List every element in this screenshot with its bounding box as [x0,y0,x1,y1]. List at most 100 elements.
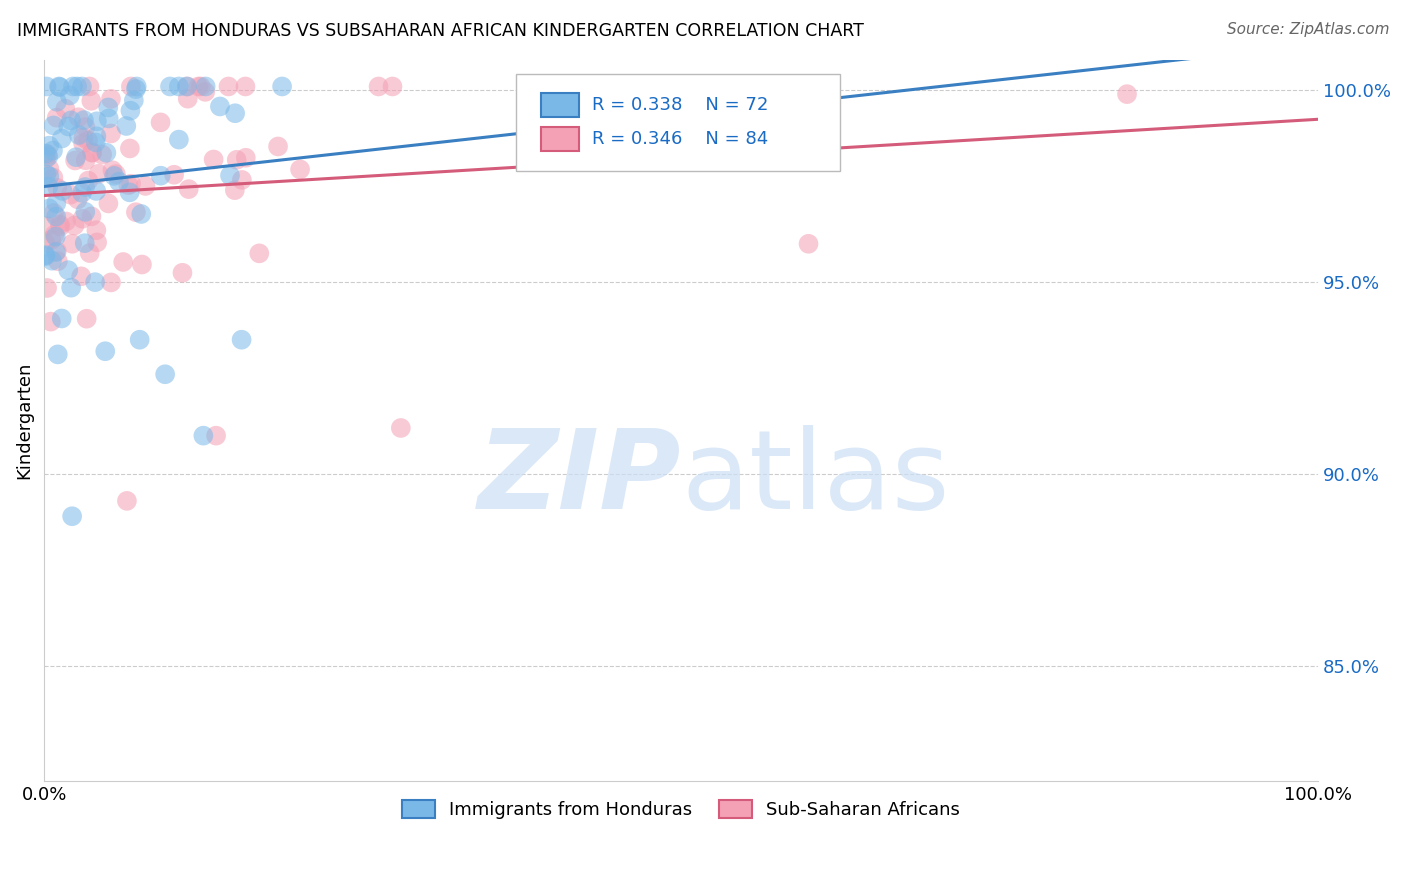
Point [125,79,148,94]
Point [224,183,246,197]
Point [267,139,290,153]
Point [96,145,118,160]
Point [367,79,389,94]
Point [177,92,200,106]
Point [46,254,69,268]
Point [60,280,83,294]
Point [208,99,231,113]
Point [176,79,198,94]
Point [97,196,120,211]
Point [235,79,257,94]
Point [129,207,152,221]
Point [37,179,59,194]
Point [75,120,97,134]
Point [125,82,148,96]
Point [271,79,294,94]
Point [42,170,65,185]
Point [34,249,56,263]
Point [231,333,253,347]
Point [134,178,156,193]
Point [42,144,65,158]
Point [34,146,56,161]
Point [202,153,225,167]
Point [49,218,72,232]
Point [120,103,142,118]
Point [101,163,124,178]
Point [79,246,101,260]
Point [35,152,58,166]
Point [63,153,86,168]
Point [125,205,148,219]
Point [59,113,82,128]
Point [58,263,80,277]
Point [37,149,59,163]
Point [63,219,86,233]
Point [122,94,145,108]
Point [117,178,139,193]
Point [51,131,73,145]
Point [72,136,94,151]
Point [60,236,83,251]
Point [103,169,125,183]
Point [167,79,190,94]
Point [75,153,97,168]
Point [84,275,107,289]
Point [80,94,103,108]
Point [149,115,172,129]
Point [118,186,141,200]
Point [66,192,89,206]
Point [97,100,120,114]
Point [67,110,90,124]
Text: atlas: atlas [681,425,949,532]
Point [70,79,93,94]
Point [112,255,135,269]
Point [45,229,67,244]
Legend: Immigrants from Honduras, Sub-Saharan Africans: Immigrants from Honduras, Sub-Saharan Af… [395,792,967,826]
Point [177,182,200,196]
Point [70,269,93,284]
Point [1116,87,1139,102]
Text: ZIP: ZIP [478,425,681,532]
Point [46,181,69,195]
Point [118,141,141,155]
Point [218,79,240,94]
Point [38,169,60,184]
Point [66,79,89,94]
Point [49,219,72,234]
Point [60,509,83,524]
Point [176,79,198,94]
Point [65,150,87,164]
Point [219,169,242,183]
Point [52,184,75,198]
Point [193,428,215,442]
Point [42,119,65,133]
Y-axis label: Kindergarten: Kindergarten [15,361,32,479]
Point [224,106,246,120]
Point [37,219,59,233]
Point [77,134,100,148]
Point [75,205,97,219]
Point [231,173,253,187]
Bar [541,127,579,152]
Point [37,147,59,161]
Point [77,173,100,187]
Point [55,214,77,228]
Point [42,206,65,220]
Point [159,79,181,94]
Point [247,246,270,260]
Point [100,92,122,106]
Point [84,184,107,198]
Point [131,258,153,272]
Point [59,187,82,202]
Text: R = 0.338    N = 72: R = 0.338 N = 72 [592,96,768,114]
Point [59,88,82,103]
Point [38,161,60,176]
Point [97,112,120,126]
Point [86,114,108,128]
FancyBboxPatch shape [516,74,841,171]
Point [48,79,70,94]
Point [51,311,73,326]
Point [37,281,59,295]
Point [73,113,96,128]
Bar [541,93,579,118]
